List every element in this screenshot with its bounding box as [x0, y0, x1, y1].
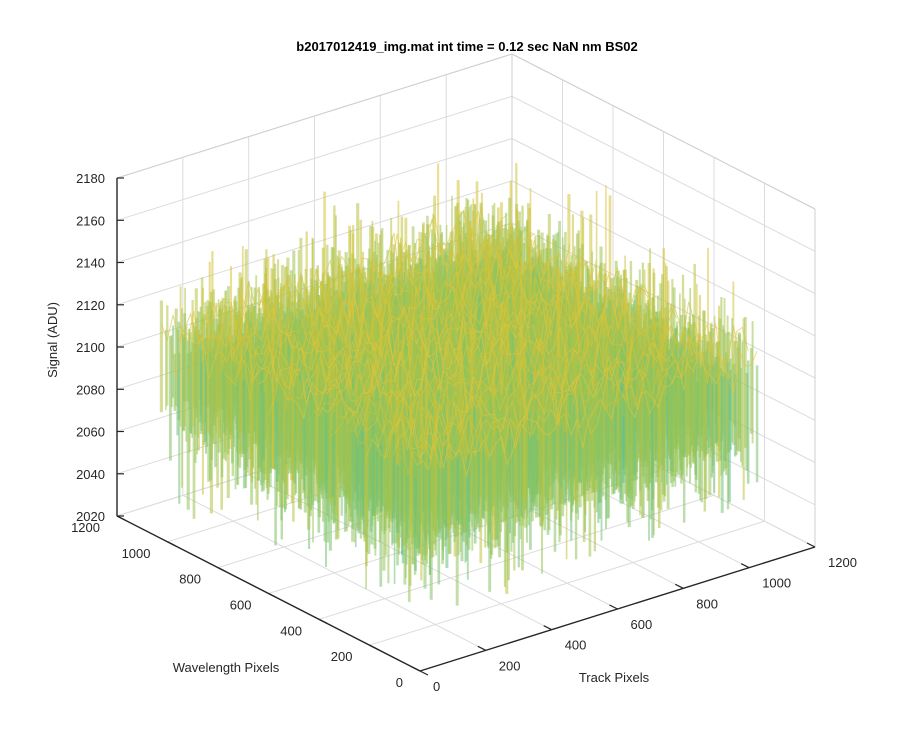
y-tick-label: 800: [179, 572, 201, 587]
surface-ridge-line: [259, 259, 598, 403]
surface-ridge-line: [366, 320, 705, 460]
z-tick-label: 2080: [76, 382, 105, 397]
y-tick: [268, 592, 277, 599]
y-tick-label: 1200: [71, 520, 100, 535]
surface-ridge-line: [241, 260, 580, 388]
surface-ridge-line: [196, 233, 535, 379]
x-tick-label: 0: [433, 679, 440, 694]
y-tick-label: 1000: [122, 546, 151, 561]
y-tick: [419, 670, 429, 676]
chart-title: b2017012419_img.mat int time = 0.12 sec …: [296, 39, 637, 54]
x-tick: [675, 583, 684, 589]
z-tick-label: 2160: [76, 213, 105, 228]
y-tick: [318, 618, 328, 624]
floor-grid-line: [369, 520, 765, 646]
box-edge: [511, 53, 816, 210]
side-wall-grid-line: [511, 138, 816, 294]
z-tick-label: 2120: [76, 298, 105, 313]
z-tick-label: 2040: [76, 467, 105, 482]
y-tick: [167, 541, 176, 547]
z-axis-label: Signal (ADU): [45, 302, 60, 378]
side-wall-grid-line: [511, 95, 816, 252]
y-tick-label: 0: [396, 675, 403, 690]
x-axis-label: Track Pixels: [579, 670, 650, 685]
surface-ridge-line: [383, 323, 722, 460]
z-tick-label: 2100: [76, 340, 105, 355]
surface-ridge-line: [223, 247, 562, 386]
z-tick-label: 2060: [76, 425, 105, 440]
surface-ridge-line: [295, 270, 633, 413]
y-tick: [116, 515, 126, 521]
y-tick-label: 400: [280, 623, 302, 638]
x-tick: [477, 645, 487, 651]
x-tick-label: 800: [696, 596, 718, 611]
x-tick: [543, 625, 552, 631]
surface-ridge-line: [410, 326, 749, 471]
x-tick-label: 1000: [762, 576, 791, 591]
surface-ridge-line: [169, 211, 508, 378]
y-tick-label: 600: [230, 598, 252, 613]
box-edge: [116, 53, 513, 179]
x-tick: [740, 563, 750, 569]
z-tick-label: 2020: [76, 509, 105, 524]
back-wall-grid-line: [116, 138, 513, 263]
surface-ridge-line: [330, 303, 669, 438]
surface-ridge-line: [392, 322, 731, 456]
x-tick: [411, 666, 421, 672]
surface-ridge-line: [160, 205, 499, 342]
x-tick: [806, 542, 816, 548]
surface-ridge-line: [312, 284, 651, 427]
x-tick-label: 1200: [828, 555, 857, 570]
z-tick-label: 2180: [76, 171, 105, 186]
surface-ridge-line: [214, 239, 553, 368]
surface-layer: [159, 163, 759, 606]
y-tick-label: 200: [331, 649, 353, 664]
x-tick-label: 600: [631, 617, 653, 632]
x-tick: [609, 604, 618, 610]
back-wall-grid-line: [116, 95, 513, 221]
y-axis-label: Wavelength Pixels: [173, 660, 280, 675]
surface-ridge-line: [303, 289, 642, 404]
y-tick: [217, 567, 227, 573]
x-tick-label: 200: [499, 658, 521, 673]
back-wall-grid-line: [116, 180, 513, 306]
z-tick-label: 2140: [76, 256, 105, 271]
axis-layer: 2020 2040 2060 2080 2100 2120 2140 2160 2180 0 200…: [71, 171, 857, 694]
x-tick-label: 400: [565, 638, 587, 653]
y-tick: [369, 644, 378, 650]
surface-ridge-line: [187, 227, 526, 383]
